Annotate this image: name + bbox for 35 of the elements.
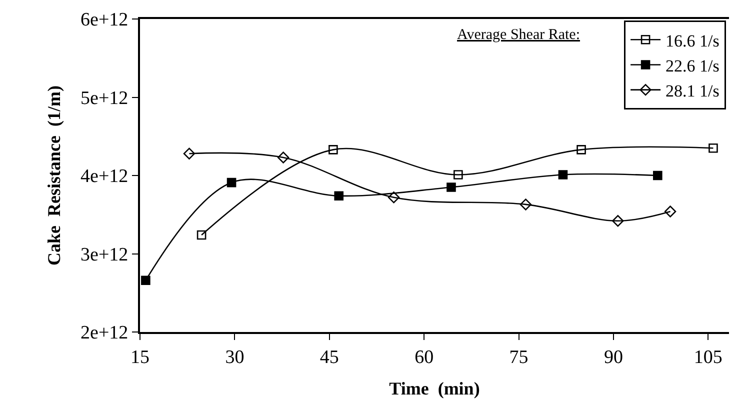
- y-axis-title: Cake Resistance (1/m): [44, 86, 64, 266]
- point: [328, 145, 338, 154]
- y-tick-label: 5e+12: [80, 88, 128, 109]
- point: [520, 198, 532, 210]
- x-tick-label: 60: [414, 346, 434, 368]
- point: [446, 182, 456, 192]
- point: [226, 178, 236, 188]
- point: [653, 170, 662, 180]
- x-tick-label: 105: [694, 346, 722, 368]
- point: [576, 145, 586, 154]
- point: [334, 191, 344, 200]
- point: [141, 276, 150, 286]
- point: [708, 143, 718, 153]
- y-tick-label: 2e+12: [80, 322, 128, 344]
- point: [183, 148, 196, 160]
- legend-title: Average Shear Rate:: [457, 27, 580, 43]
- x-tick-label: 15: [130, 346, 150, 368]
- y-tick-label: 6e+12: [80, 10, 128, 31]
- legend-label: 22.6 1/s: [666, 56, 720, 76]
- point: [454, 170, 463, 180]
- point: [277, 152, 290, 164]
- x-tick-label: 30: [225, 346, 244, 368]
- point: [196, 230, 206, 240]
- legend-label: 16.6 1/s: [666, 31, 720, 50]
- y-tick-label: 4e+12: [80, 166, 128, 188]
- x-tick-label: 45: [320, 346, 339, 368]
- x-tick-label: 75: [509, 346, 528, 368]
- point: [388, 192, 400, 204]
- legend-label: 28.1 1/s: [666, 81, 720, 100]
- point: [664, 206, 676, 218]
- y-tick-label: 3e+12: [80, 244, 128, 266]
- x-axis-title: Time (min): [389, 378, 480, 398]
- x-tick-label: 90: [604, 346, 623, 368]
- point: [612, 215, 624, 227]
- point: [558, 170, 568, 180]
